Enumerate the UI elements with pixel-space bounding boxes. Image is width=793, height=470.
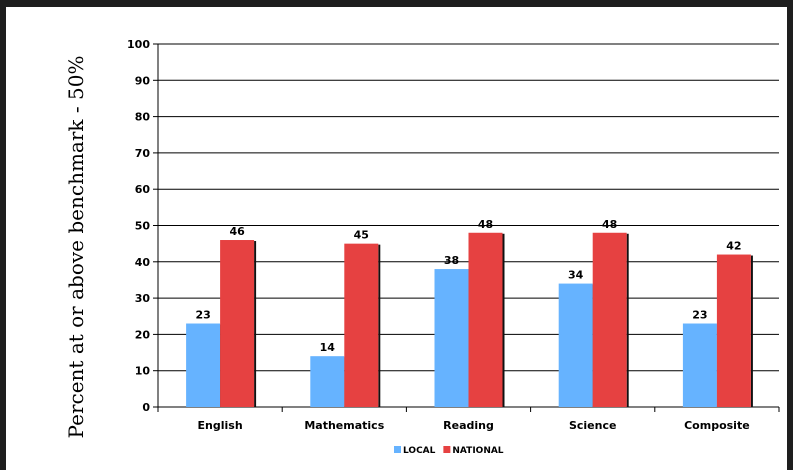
category-label: Science [569,419,617,432]
y-tick-label: 80 [135,111,151,124]
data-label: 48 [478,218,493,231]
y-tick-label: 60 [135,183,151,196]
y-axis-ticks: 0 10 20 30 40 50 60 70 80 90 100 [127,38,779,414]
category-label: English [198,419,243,432]
y-tick-label: 100 [127,38,150,51]
bar-shadow [254,241,257,407]
y-tick-label: 0 [142,401,150,414]
bar-national [468,232,503,407]
bars: 23 46 14 45 38 48 34 48 23 42 [186,218,753,407]
y-tick-label: 40 [135,256,151,269]
bar-local [558,283,593,407]
bar-national [716,254,751,407]
category-label: Reading [443,419,494,432]
chart-frame: Percent at or above benchmark - 50% 0 10 2… [6,7,787,470]
legend: LOCAL NATIONAL [394,446,504,456]
data-label: 42 [726,240,741,253]
y-tick-label: 30 [135,292,151,305]
data-label: 23 [195,309,210,322]
data-label: 46 [229,225,245,238]
bar-local [310,356,345,407]
legend-swatch [394,446,401,453]
data-label: 34 [568,269,584,282]
bar-national [344,243,379,407]
category-labels: English Mathematics Reading Science Composit… [157,407,780,432]
bar-shadow [378,244,381,407]
bar-local [434,269,469,407]
legend-label: NATIONAL [452,446,503,456]
bar-national [220,240,255,407]
y-tick-label: 50 [135,220,151,233]
category-label: Composite [684,419,750,432]
data-label: 48 [602,218,617,231]
data-label: 45 [354,229,369,242]
bar-national [592,232,627,407]
bar-shadow [750,255,753,407]
bar-local [682,323,717,407]
y-tick-label: 70 [135,147,151,160]
data-label: 38 [444,254,459,267]
bar-shadow [502,233,505,407]
y-tick-label: 90 [135,74,151,87]
y-axis-title: Percent at or above benchmark - 50% [64,56,88,439]
legend-swatch [443,446,451,453]
bar-local [186,323,221,407]
legend-label: LOCAL [403,446,436,456]
y-tick-label: 20 [135,328,151,341]
y-tick-label: 10 [135,365,151,378]
bar-chart: Percent at or above benchmark - 50% 0 10 2… [64,38,780,456]
bar-shadow [626,233,629,407]
gridlines [158,43,779,372]
data-label: 23 [692,309,707,322]
category-label: Mathematics [304,419,384,432]
data-label: 14 [320,341,336,354]
